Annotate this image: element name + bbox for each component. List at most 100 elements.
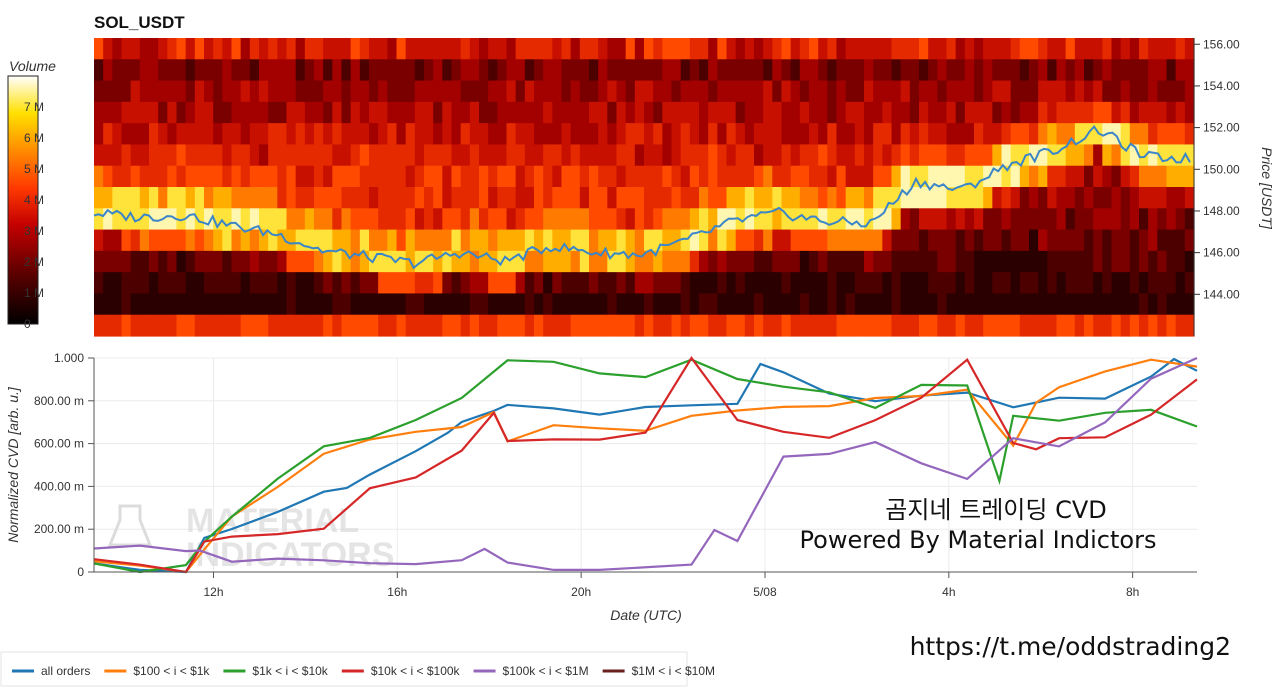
heatmap-cell: [488, 165, 498, 188]
heatmap-cell: [149, 272, 159, 295]
heatmap-cell: [964, 165, 975, 188]
heatmap-cell: [497, 123, 508, 146]
heatmap-cell: [662, 293, 673, 316]
heatmap-cell: [286, 229, 297, 252]
heatmap-cell: [1001, 144, 1012, 167]
heatmap-cell: [488, 123, 498, 146]
heatmap-cell: [955, 80, 966, 103]
heatmap-cell: [497, 144, 508, 167]
heatmap-cell: [799, 101, 810, 124]
heatmap-cell: [689, 293, 700, 316]
heatmap-cell: [955, 101, 966, 124]
heatmap-cell: [286, 80, 297, 103]
heatmap-cell: [488, 314, 498, 337]
heatmap-cell: [515, 250, 526, 273]
heatmap-cell: [900, 59, 911, 82]
heatmap-cell: [350, 229, 361, 252]
heatmap-cell: [607, 38, 618, 60]
heatmap-cell: [350, 59, 361, 82]
heatmap-cell: [964, 80, 975, 103]
heatmap-cell: [1148, 101, 1158, 124]
heatmap-cell: [167, 187, 178, 209]
telegram-link[interactable]: https://t.me/oddstrading2: [910, 632, 1231, 661]
heatmap-cell: [570, 123, 581, 146]
heatmap-cell: [744, 144, 755, 167]
heatmap-cell: [524, 187, 535, 209]
heatmap-cell: [185, 272, 196, 295]
heatmap-cell: [268, 229, 278, 252]
heatmap-cell: [579, 272, 590, 295]
heatmap-cell: [790, 314, 801, 337]
heatmap-cell: [94, 144, 104, 167]
heatmap-cell: [479, 187, 489, 209]
heatmap-cell: [112, 208, 123, 231]
heatmap-cell: [699, 293, 709, 316]
heatmap-cell: [341, 38, 352, 60]
heatmap-cell: [1184, 250, 1195, 273]
heatmap-cell: [341, 101, 352, 124]
heatmap-cell: [928, 123, 938, 146]
heatmap-cell: [717, 80, 728, 103]
heatmap-cell: [424, 165, 434, 188]
heatmap-cell: [662, 123, 673, 146]
heatmap-cell: [103, 208, 113, 231]
heatmap-cell: [671, 187, 682, 209]
heatmap-cell: [799, 250, 810, 273]
heatmap-cell: [1019, 208, 1030, 231]
heatmap-cell: [1029, 144, 1039, 167]
cvd-y-tick-label: 200.00 m: [34, 522, 84, 536]
heatmap-cell: [1093, 187, 1103, 209]
heatmap-cell: [671, 272, 682, 295]
heatmap-cell: [836, 101, 847, 124]
heatmap-cell: [1084, 250, 1094, 273]
heatmap-cell: [341, 293, 352, 316]
heatmap-cell: [873, 59, 883, 82]
heatmap-cell: [387, 38, 398, 60]
heatmap-cell: [1056, 59, 1067, 82]
heatmap-cell: [469, 272, 480, 295]
heatmap-cell: [359, 80, 370, 103]
heatmap-cell: [167, 101, 178, 124]
heatmap-cell: [744, 208, 755, 231]
heatmap-cell: [1148, 250, 1158, 273]
heatmap-cell: [955, 293, 966, 316]
heatmap-cell: [937, 293, 948, 316]
heatmap-cell: [919, 250, 929, 273]
heatmap-cell: [1148, 272, 1158, 295]
heatmap-cell: [139, 38, 150, 60]
heatmap-cell: [1166, 165, 1177, 188]
heatmap-cell: [304, 250, 315, 273]
heatmap-cell: [350, 272, 361, 295]
heatmap-cell: [662, 250, 673, 273]
heatmap-cell: [268, 250, 278, 273]
heatmap-cell: [204, 272, 214, 295]
heatmap-cell: [882, 59, 893, 82]
heatmap-cell: [680, 38, 691, 60]
heatmap-cell: [231, 187, 242, 209]
heatmap-cell: [799, 144, 810, 167]
heatmap-cell: [341, 250, 352, 273]
heatmap-cell: [1157, 144, 1168, 167]
heatmap-cell: [130, 165, 141, 188]
colorbar-tick-label: 0: [24, 317, 31, 331]
heatmap-cell: [616, 293, 627, 316]
heatmap-cell: [488, 208, 498, 231]
heatmap-cell: [1038, 250, 1048, 273]
heatmap-cell: [524, 250, 535, 273]
heatmap-cell: [94, 187, 104, 209]
heatmap-cell: [836, 165, 847, 188]
heatmap-cell: [974, 165, 984, 188]
heatmap-cell: [570, 144, 581, 167]
heatmap-cell: [1129, 59, 1140, 82]
heatmap-cell: [570, 80, 581, 103]
heatmap-cell: [1056, 101, 1067, 124]
heatmap-cell: [1093, 101, 1103, 124]
heatmap-cell: [790, 59, 801, 82]
cvd-y-tick-label: 400.00 m: [34, 479, 84, 493]
heatmap-cell: [1102, 229, 1113, 252]
heatmap-cell: [964, 59, 975, 82]
heatmap-cell: [790, 187, 801, 209]
heatmap-cell: [864, 38, 874, 60]
heatmap-cell: [424, 272, 434, 295]
heatmap-cell: [680, 208, 691, 231]
